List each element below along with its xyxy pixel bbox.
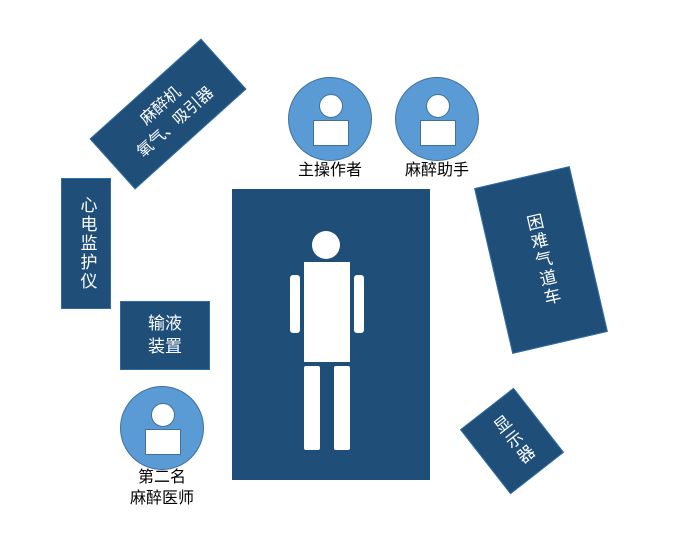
anesthesia-assistant-icon (395, 77, 479, 161)
ecg-monitor-label: 心电监护仪 (76, 196, 97, 291)
main-operator-label: 主操作者 (297, 160, 362, 179)
operating-table (232, 189, 430, 480)
difficult-airway-cart-box: 困难气道车 (474, 166, 608, 354)
infusion-device-label: 输液 装置 (148, 313, 182, 357)
patient-head (312, 231, 340, 259)
patient-right-leg (334, 366, 350, 450)
anesthesia-machine-box: 麻醉机 氧气、吸引器 (89, 38, 247, 190)
second-anesthesiologist-icon (120, 386, 204, 470)
anesthesia-machine-label: 麻醉机 氧气、吸引器 (132, 82, 218, 161)
second-anesthesiologist-label: 第二名 麻醉医师 (129, 467, 194, 507)
difficult-airway-cart-label: 困难气道车 (521, 211, 562, 309)
infusion-device-box: 输液 装置 (120, 301, 210, 370)
anesthesia-assistant-label: 麻醉助手 (404, 160, 469, 179)
main-operator-icon (288, 77, 372, 161)
display-box: 显示器 (459, 387, 565, 495)
patient-left-leg (304, 366, 320, 450)
ecg-monitor-box: 心电监护仪 (61, 178, 111, 309)
display-label: 显示器 (486, 412, 538, 470)
patient-left-arm (290, 275, 300, 333)
patient-torso (304, 262, 350, 362)
patient-right-arm (354, 275, 364, 333)
